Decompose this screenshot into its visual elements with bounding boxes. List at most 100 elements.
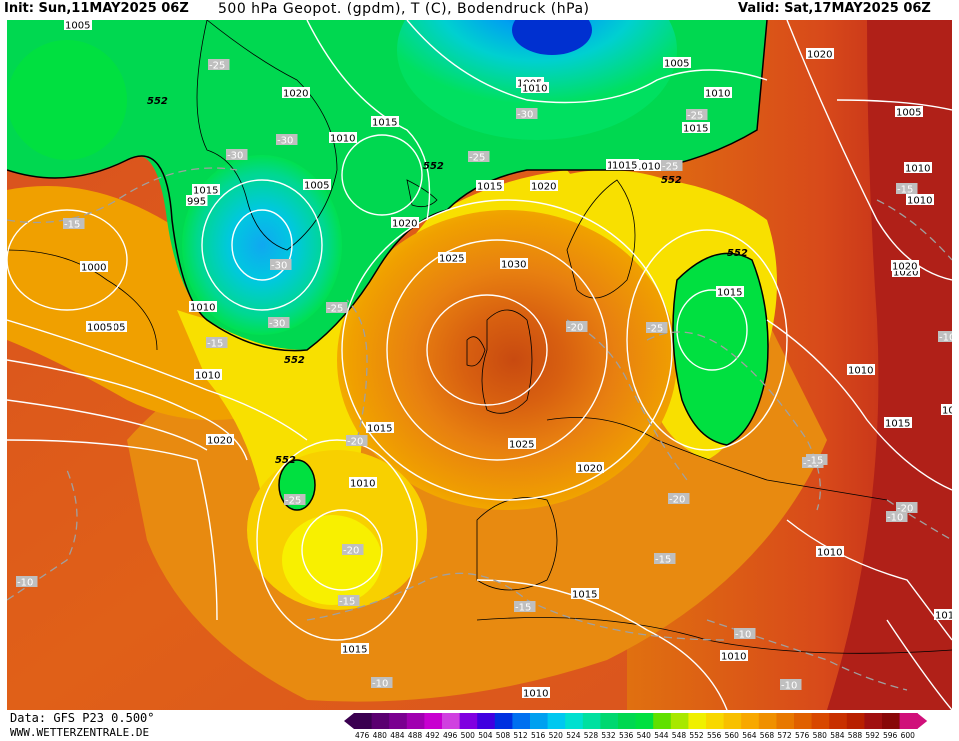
temperature-label: -25 [209, 61, 225, 72]
pressure-label-bg [891, 260, 919, 271]
legend-swatch [864, 713, 883, 729]
legend-swatch [776, 713, 795, 729]
website: WWW.WETTERZENTRALE.DE [10, 726, 150, 739]
weather-map: 1005 1020 1010 1015 1010 1015 1005 1020 1025 1030… [7, 20, 952, 710]
pressure-label: 1025 [439, 254, 464, 265]
geopotential-552-label: 552 [284, 355, 305, 366]
legend-swatch [794, 713, 813, 729]
legend-value: 536 [619, 731, 634, 740]
pressure-label-bg [282, 87, 310, 98]
pressure-label-bg [720, 650, 748, 661]
pressure-label-bg [303, 179, 331, 190]
legend-swatch [618, 713, 637, 729]
pressure-label-bg [371, 116, 399, 127]
pressure-label-bg [64, 20, 92, 30]
legend-swatch [565, 713, 584, 729]
pressure-label: 1030 [501, 260, 526, 271]
legend-value: 588 [848, 731, 863, 740]
temperature-label: -15 [655, 555, 671, 566]
isobar-low-2 [201, 179, 323, 311]
legend-value: 484 [390, 731, 405, 740]
legend-value: 520 [549, 731, 564, 740]
legend-value: 568 [760, 731, 775, 740]
pressure-label: 1015 [477, 182, 502, 193]
pressure-label-bg [576, 462, 604, 473]
init-time: Init: Sun,11MAY2025 06Z [4, 1, 189, 16]
pressure-label: 1020 [531, 182, 556, 193]
pressure-label: 1015 [372, 118, 397, 129]
legend-value: 584 [830, 731, 845, 740]
pressure-label: 1015 [935, 611, 952, 622]
pressure-label-bg [329, 132, 357, 143]
pressure-label-bg [522, 687, 550, 698]
temperature-label-bg [566, 321, 588, 332]
legend-value: 524 [566, 731, 581, 740]
pressure-label-bg [704, 87, 732, 98]
pressure-label: 995 [187, 197, 206, 208]
pressure-label-bg [189, 301, 217, 312]
contour-552-north [7, 20, 768, 352]
temperature-label-bg [326, 302, 348, 313]
legend-swatch [530, 713, 549, 729]
pressure-label-bg [904, 162, 932, 173]
pressure-label: 1010 [190, 303, 215, 314]
pressure-label-bg [391, 217, 419, 228]
legend-value: 476 [355, 731, 370, 740]
temperature-label: -30 [271, 261, 287, 272]
legend-value: 576 [795, 731, 810, 740]
legend-swatch [406, 713, 425, 729]
legend-swatch [459, 713, 478, 729]
temperature-label: -25 [469, 153, 485, 164]
temperature-label: -15 [207, 339, 223, 350]
legend-swatch [829, 713, 848, 729]
pressure-label-bg [194, 369, 222, 380]
legend-value: 600 [901, 731, 916, 740]
pressure-label: 1015 [193, 186, 218, 197]
legend-value: 512 [513, 731, 528, 740]
temperature-label: -20 [347, 437, 363, 448]
pressure-label-bg [941, 404, 952, 415]
pressure-label-bg [80, 261, 108, 272]
legend-swatch [442, 713, 461, 729]
legend-value: 516 [531, 731, 546, 740]
temperature-label-bg [896, 183, 918, 194]
legend-value: 532 [601, 731, 616, 740]
contour-552-east [672, 252, 769, 446]
isobar-ice-1 [341, 134, 423, 216]
legend-swatch [670, 713, 689, 729]
pressure-label: 1015 [342, 645, 367, 656]
temperature-label: -30 [277, 136, 293, 147]
isobar-1030 [426, 294, 548, 406]
legend-value: 548 [672, 731, 687, 740]
pressure-label: 1020 [283, 89, 308, 100]
legend-swatch [424, 713, 443, 729]
color-legend: 476 480 484 488 492 496 500 504 508 512 516 520 524 5… [344, 713, 928, 740]
temperature-label: -30 [269, 319, 285, 330]
temperature-label-bg [516, 108, 538, 119]
isobar-north-1015 [306, 20, 431, 221]
pressure-label-bg [806, 48, 834, 59]
pressure-label: 1005 [87, 323, 112, 334]
pressure-label: 1005 [304, 181, 329, 192]
pressure-label-bg [884, 417, 912, 428]
temperature-label: -20 [343, 546, 359, 557]
high-pressure-uk [337, 210, 677, 510]
legend-swatch [477, 713, 496, 729]
isobar-sw-2 [256, 439, 418, 641]
pressure-label-bg [366, 422, 394, 433]
isobar-1015s [476, 579, 728, 710]
map-header: Init: Sun,11MAY2025 06Z 500 hPa Geopot. … [0, 0, 959, 20]
temperature-label-bg [896, 502, 918, 513]
temperature-label-bg [780, 679, 802, 690]
pressure-label: 1010 [635, 162, 660, 173]
temperature-label: -15 [64, 220, 80, 231]
isotherm-15ne [876, 199, 952, 261]
isotherm-10se [706, 619, 908, 691]
legend-swatch [494, 713, 513, 729]
pressure-label-bg [682, 122, 710, 133]
coast-iceland [406, 179, 438, 208]
pressure-label-bg [847, 364, 875, 375]
legend-value: 552 [689, 731, 704, 740]
temperature-label-bg [661, 160, 683, 171]
isobar-canada [7, 209, 128, 311]
